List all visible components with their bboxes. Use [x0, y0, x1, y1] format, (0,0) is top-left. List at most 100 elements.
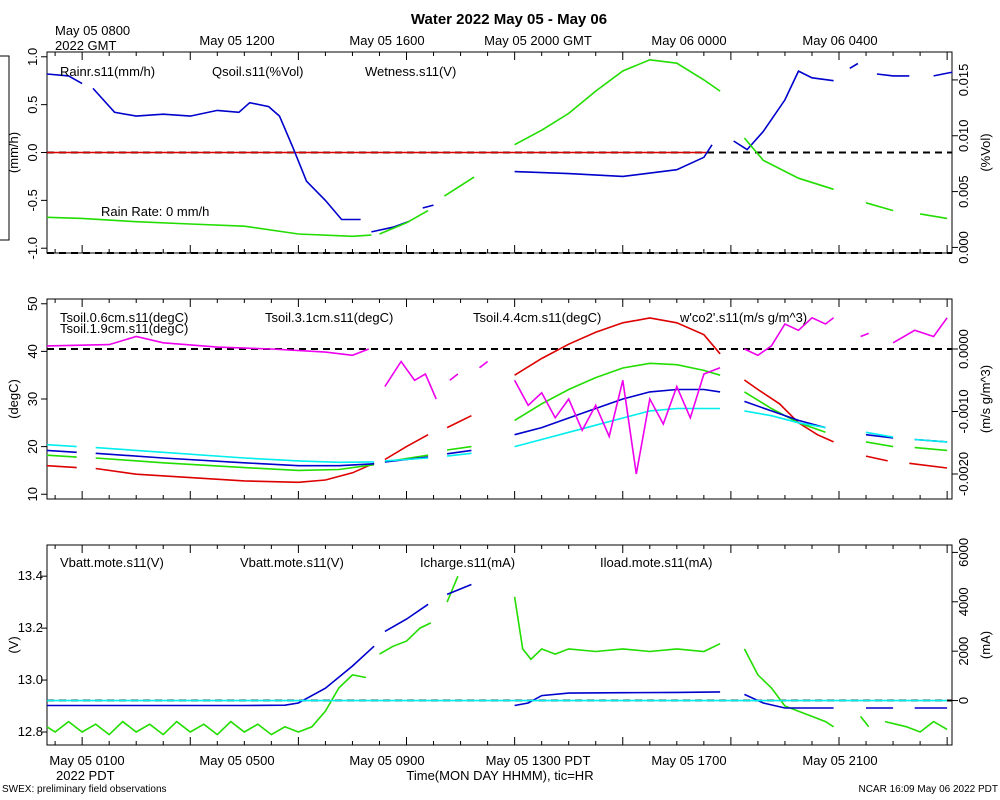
series-line-segment — [865, 455, 888, 462]
top-axis-label: May 06 0400 — [802, 33, 877, 48]
series-line-segment — [514, 58, 721, 146]
series-cyan — [46, 407, 948, 464]
series-line-segment — [892, 317, 948, 344]
series-magenta — [46, 316, 948, 475]
series-line-segment — [95, 452, 375, 467]
series-line-segment — [446, 575, 459, 603]
series-line-segment — [446, 583, 472, 596]
y-tick-label-right: -0.0010 — [956, 389, 971, 433]
series-green — [46, 362, 948, 472]
panel-water: 1.0 0.5 0.0 -0.5 -1.0 0.000 0.005 0.010 0.015 (mm… — [6, 48, 993, 264]
legend-entry: Vbatt.mote.s11(V) — [240, 555, 344, 570]
legend-entry: Tsoil.4.4cm.s11(degC) — [473, 310, 601, 325]
series-line-segment — [876, 73, 910, 77]
series-line-segment — [47, 645, 375, 707]
bottom-axis-label: May 05 1700 — [651, 753, 726, 768]
series-line-segment — [46, 674, 367, 736]
series-line-segment — [744, 410, 826, 429]
series-line-segment — [865, 431, 894, 438]
series-line-segment — [514, 691, 721, 707]
series-line-segment — [849, 62, 859, 69]
bottom-axis-label: May 05 1300 PDT — [486, 753, 591, 768]
legend-entry: Tsoil.1.9cm.s11(degC) — [60, 321, 188, 336]
series-line-segment — [46, 454, 77, 458]
y-tick-label-right: 2000 — [956, 637, 971, 666]
top-axis-label: May 05 1200 — [199, 33, 274, 48]
y-tick-label-left: 12.8 — [18, 724, 43, 739]
legend-entry: Qsoil.s11(%Vol) — [212, 64, 304, 79]
series-line-segment — [914, 446, 948, 452]
bottom-axis-label: May 05 0500 — [199, 753, 274, 768]
series-line-segment — [744, 693, 834, 709]
y-tick-label-left: 30 — [25, 392, 40, 406]
y-tick-label-right: 0.005 — [956, 175, 971, 208]
chart-panels: 1.0 0.5 0.0 -0.5 -1.0 0.000 0.005 0.010 0.015 (mm… — [0, 48, 993, 746]
series-line-segment — [479, 360, 489, 369]
series-line-segment — [733, 70, 834, 151]
y-tick-label-left: 0.5 — [25, 96, 40, 114]
series-line-segment — [513, 367, 721, 475]
y-tick-label-left: 1.0 — [25, 48, 40, 66]
top-axis-label: May 05 2000 GMT — [484, 33, 592, 48]
footer-right-note: NCAR 16:09 May 06 2022 PDT — [858, 784, 998, 795]
series-line-segment — [446, 445, 472, 451]
chart-title: Water 2022 May 05 - May 06 — [411, 11, 607, 28]
y-tick-label-right: 0 — [956, 697, 971, 704]
series-line-segment — [95, 462, 375, 484]
series-line-segment — [46, 73, 83, 85]
y-axis-label-right: (m/s g/m^3) — [978, 365, 993, 433]
series-line-segment — [384, 603, 429, 633]
panel-frame — [46, 544, 953, 746]
series-line-segment — [449, 373, 459, 381]
top-axis-label: May 06 0000 — [651, 33, 726, 48]
series-line-segment — [95, 446, 375, 464]
series-line-segment — [379, 209, 429, 235]
series-line-segment — [384, 457, 429, 462]
y-axis-label-left: (degC) — [6, 379, 21, 419]
series-line-segment — [514, 388, 721, 436]
series-line-segment — [447, 452, 472, 457]
series-line-segment — [860, 332, 869, 338]
series-line-segment — [865, 202, 894, 212]
y-tick-label-left: -1.0 — [25, 237, 40, 259]
series-line-segment — [95, 457, 375, 472]
series-line-segment — [46, 216, 372, 238]
series-line-segment — [46, 449, 77, 454]
bottom-axis-labels: May 05 0100 May 05 0500 May 05 0900 May 05 … — [49, 753, 877, 768]
series-line-segment — [514, 317, 721, 376]
y-tick-label-left: 50 — [25, 297, 40, 311]
series-line-segment — [443, 176, 475, 197]
series-line-segment — [46, 443, 77, 448]
legend-entry: Icharge.s11(mA) — [420, 555, 515, 570]
series-line-segment — [884, 720, 948, 733]
series-green — [46, 58, 948, 238]
y-axis-label-right: (%Vol) — [978, 133, 993, 171]
series-line-segment — [514, 407, 721, 448]
series-line-segment — [384, 433, 429, 461]
legend-entry: Tsoil.0.6cm.s11(degC) — [60, 310, 188, 325]
series-blue — [47, 583, 948, 709]
top-axis-labels: May 05 1200 May 05 1600 May 05 2000 GMT May… — [199, 33, 877, 48]
legend-entry: Wetness.s11(V) — [365, 64, 456, 79]
y-tick-label-right: 6000 — [956, 538, 971, 567]
panel-temperature: 50 40 30 20 10 0.0000 -0.0010 -0.0020 (degC) (m/s… — [6, 297, 993, 502]
legend-entry: Iload.mote.s11(mA) — [600, 555, 712, 570]
y-tick-label-left: 20 — [25, 439, 40, 453]
series-red — [46, 317, 948, 484]
legend-entry: w'co2'.s11(m/s g/m^3) — [679, 310, 807, 325]
y-axis-label-left: (mm/h) — [6, 132, 21, 173]
y-tick-label-left: 0.0 — [25, 143, 40, 161]
y-tick-label-right: 0.010 — [956, 119, 971, 152]
series-line-segment — [514, 144, 713, 178]
panel-battery: 13.4 13.2 13.0 12.8 6000 4000 2000 0 (V) (mA) Vbat… — [6, 538, 993, 746]
series-line-segment — [514, 362, 721, 422]
series-line-segment — [933, 71, 953, 77]
series-line-segment — [743, 137, 834, 191]
bottom-axis-year-label: 2022 PDT — [56, 768, 115, 783]
bottom-axis-label: May 05 2100 — [802, 753, 877, 768]
series-line-segment — [744, 316, 835, 357]
series-line-segment — [743, 379, 834, 443]
top-axis-first-label-line1: May 05 0800 — [55, 23, 130, 38]
series-line-segment — [909, 462, 948, 469]
